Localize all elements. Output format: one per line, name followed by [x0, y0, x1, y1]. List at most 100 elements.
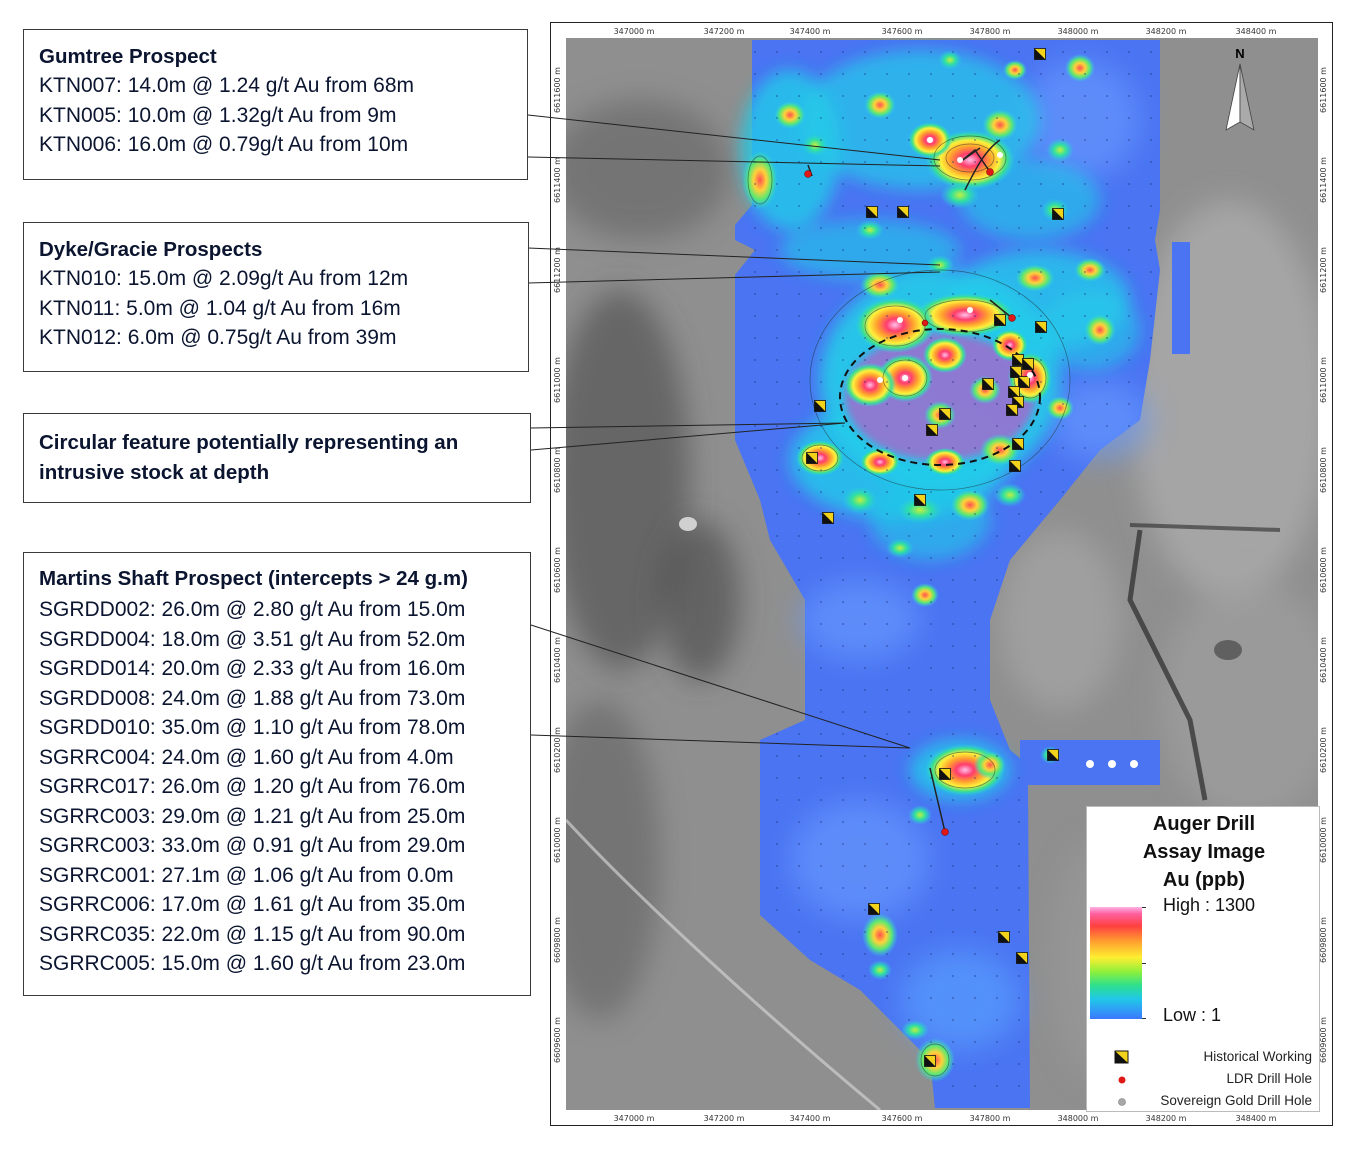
x-axis-labels-top: 347000 m 347200 m 347400 m 347600 m 347800 m… — [614, 27, 1277, 36]
road — [566, 818, 881, 1110]
x-axis-label: 347800 m — [970, 1114, 1011, 1123]
intercept-line: KTN006: 16.0m @ 0.79g/t Au from 10m — [39, 133, 409, 156]
historical-working-icon — [1114, 1050, 1129, 1064]
y-axis-label: 6610800 m — [1319, 447, 1328, 493]
x-axis-label: 347400 m — [790, 27, 831, 36]
intercept-line: KTN005: 10.0m @ 1.32g/t Au from 9m — [39, 103, 397, 127]
intercept-line: SGRRC006: 17.0m @ 1.61 g/t Au from 35.0m — [39, 893, 466, 916]
y-axis-label: 6611000 m — [553, 357, 562, 403]
intercept-line: SGRRC003: 29.0m @ 1.21 g/t Au from 25.0m — [39, 804, 466, 828]
ramp-low-label: Low : 1 — [1163, 1005, 1222, 1025]
y-axis-label: 6611200 m — [1319, 247, 1328, 293]
intercept-line: SGRRC035: 22.0m @ 1.15 g/t Au from 90.0m — [39, 922, 466, 946]
y-axis-label: 6611400 m — [553, 157, 562, 203]
ramp-tick — [1142, 1018, 1146, 1019]
y-axis-label: 6610200 m — [553, 727, 562, 773]
intercept-line: SGRDD002: 26.0m @ 2.80 g/t Au from 15.0m — [39, 598, 466, 621]
x-axis-label: 347000 m — [614, 27, 655, 36]
ramp-high-label: High : 1300 — [1163, 895, 1256, 915]
x-axis-label: 348000 m — [1058, 27, 1099, 36]
dam — [679, 517, 697, 531]
intercept-line: SGRRC003: 33.0m @ 0.91 g/t Au from 29.0m — [39, 834, 466, 857]
ramp-tick — [1142, 907, 1146, 908]
legend-title: Au (ppb) — [1162, 869, 1246, 891]
intercept-line: SGRRC004: 24.0m @ 1.60 g/t Au from 4.0m — [39, 745, 454, 769]
callout-title: Dyke/Gracie Prospects — [39, 238, 263, 261]
intercept-line: SGRDD004: 18.0m @ 3.51 g/t Au from 52.0m — [39, 627, 466, 651]
intercept-line: KTN007: 14.0m @ 1.24 g/t Au from 68m — [39, 74, 414, 97]
dam — [1214, 640, 1242, 660]
y-axis-label: 6609800 m — [1319, 917, 1328, 963]
assay-variation — [790, 60, 1150, 1050]
y-axis-label: 6611200 m — [553, 247, 562, 293]
x-axis-label: 347200 m — [704, 27, 745, 36]
y-axis-label: 6610000 m — [1319, 817, 1328, 863]
callout-title: intrusive stock at depth — [39, 461, 270, 484]
legend-title: Assay Image — [1142, 841, 1266, 863]
y-axis-label: 6611400 m — [1319, 157, 1328, 203]
y-axis-label: 6611000 m — [1319, 357, 1328, 403]
y-axis-label: 6610000 m — [553, 817, 562, 863]
intercept-line: SGRDD014: 20.0m @ 2.33 g/t Au from 16.0m — [39, 657, 466, 680]
y-axis-label: 6610600 m — [553, 547, 562, 593]
y-axis-label: 6610200 m — [1319, 727, 1328, 773]
north-label: N — [1235, 46, 1244, 61]
x-axis-label: 348000 m — [1058, 1114, 1099, 1123]
x-axis-label: 348200 m — [1146, 27, 1187, 36]
legend-item-label: LDR Drill Hole — [1226, 1071, 1312, 1086]
x-axis-label: 347000 m — [614, 1114, 655, 1123]
callout-dyke-gracie: Dyke/Gracie Prospects KTN010: 15.0m @ 2.… — [23, 222, 529, 372]
x-axis-label: 348200 m — [1146, 1114, 1187, 1123]
y-axis-label: 6610800 m — [553, 447, 562, 493]
legend-title: Auger Drill — [1152, 813, 1256, 835]
legend-item-label: Historical Working — [1203, 1049, 1312, 1064]
intercept-line: KTN010: 15.0m @ 2.09g/t Au from 12m — [39, 267, 409, 290]
intercept-line: SGRRC005: 15.0m @ 1.60 g/t Au from 23.0m — [39, 952, 466, 975]
legend: Auger Drill Assay Image Au (ppb) High : … — [1086, 806, 1320, 1112]
callout-title: Circular feature potentially representin… — [39, 431, 459, 454]
y-axis-label: 6609600 m — [1319, 1017, 1328, 1063]
intercept-line: KTN012: 6.0m @ 0.75g/t Au from 39m — [39, 326, 397, 349]
y-axis-label: 6611600 m — [1319, 67, 1328, 113]
ramp-tick — [1142, 963, 1146, 964]
callout-gumtree: Gumtree Prospect KTN007: 14.0m @ 1.24 g/… — [23, 29, 528, 180]
ldr-drill-holes — [804, 168, 1016, 836]
intercept-line: SGRDD008: 24.0m @ 1.88 g/t Au from 73.0m — [39, 686, 466, 710]
color-ramp — [1090, 907, 1142, 1019]
assay-grid-strip — [1172, 242, 1190, 354]
y-axis-label: 6610600 m — [1319, 547, 1328, 593]
x-axis-label: 348400 m — [1236, 1114, 1277, 1123]
y-axis-label: 6611600 m — [553, 67, 562, 113]
x-axis-label: 347800 m — [970, 27, 1011, 36]
x-axis-label: 347400 m — [790, 1114, 831, 1123]
callout-circular-feature: Circular feature potentially representin… — [23, 413, 531, 503]
callout-title: Gumtree Prospect — [39, 45, 217, 68]
historical-workings — [806, 48, 1064, 1067]
x-axis-labels-bottom: 347000 m 347200 m 347400 m 347600 m 347800 m… — [614, 1114, 1277, 1123]
intercept-line: KTN011: 5.0m @ 1.04 g/t Au from 16m — [39, 296, 401, 320]
x-axis-label: 347600 m — [882, 1114, 923, 1123]
y-axis-label: 6609800 m — [553, 917, 562, 963]
callout-title: Martins Shaft Prospect (intercepts > 24 … — [39, 567, 468, 590]
terrain-texture — [566, 100, 1318, 1080]
intercept-line: SGRRC017: 26.0m @ 1.20 g/t Au from 76.0m — [39, 775, 466, 798]
x-axis-label: 347200 m — [704, 1114, 745, 1123]
ldr-drill-hole-icon — [1118, 1076, 1126, 1084]
x-axis-label: 347600 m — [882, 27, 923, 36]
intercept-line: SGRDD010: 35.0m @ 1.10 g/t Au from 78.0m — [39, 716, 466, 739]
circular-feature-outline — [839, 328, 1041, 466]
intercept-line: SGRRC001: 27.1m @ 1.06 g/t Au from 0.0m — [39, 863, 454, 887]
sovereign-gold-drill-holes — [877, 137, 1138, 768]
x-axis-label: 348400 m — [1236, 27, 1277, 36]
callout-martins-shaft: Martins Shaft Prospect (intercepts > 24 … — [23, 552, 531, 996]
y-axis-label: 6610400 m — [1319, 637, 1328, 683]
y-axis-labels-right: 6611600 m 6611400 m 6611200 m 6611000 m 6610… — [1319, 67, 1328, 1063]
legend-item-label: Sovereign Gold Drill Hole — [1160, 1093, 1312, 1108]
auger-sample-points — [754, 51, 1152, 1087]
tree-line — [1127, 529, 1208, 801]
callout-leaders — [527, 114, 941, 749]
y-axis-label: 6610400 m — [553, 637, 562, 683]
north-arrow-icon — [1225, 63, 1255, 131]
sovereign-gold-drill-hole-icon — [1118, 1098, 1126, 1106]
